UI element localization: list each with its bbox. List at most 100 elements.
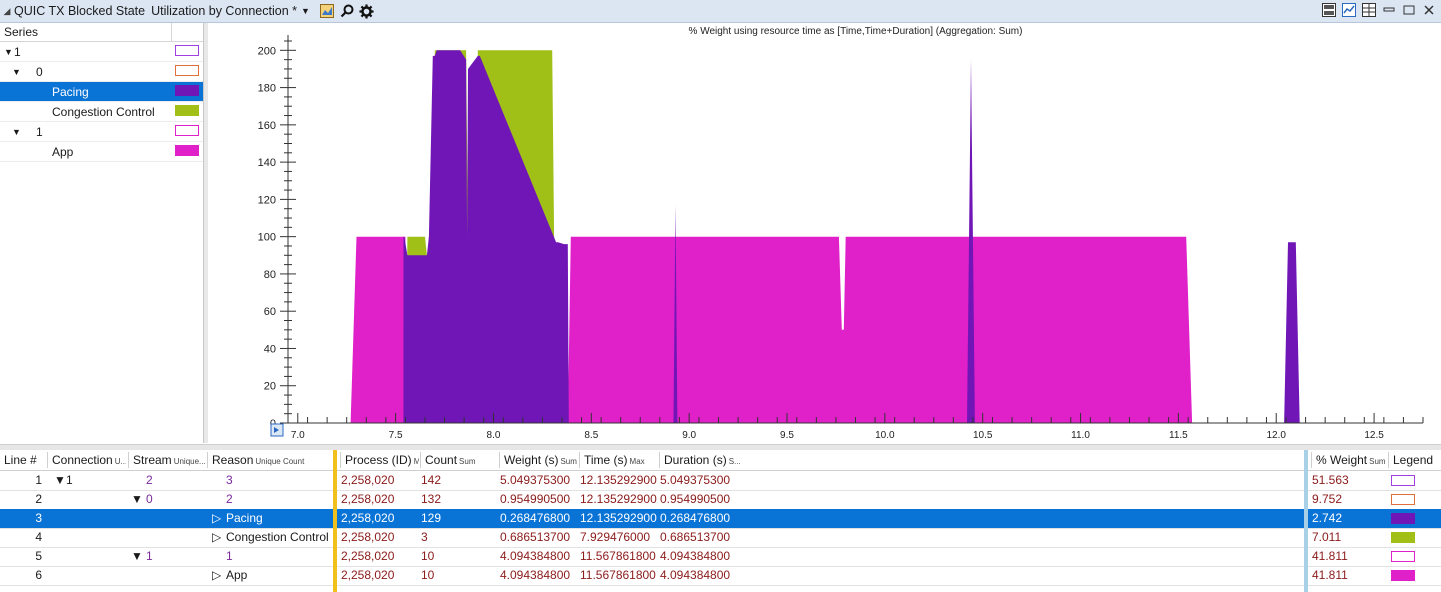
column-header[interactable]: Duration (s) S... (664, 450, 740, 470)
graph-view-icon[interactable] (1321, 2, 1337, 18)
count-cell: 129 (421, 511, 442, 525)
column-header-label: Process (ID) (345, 453, 412, 467)
column-header[interactable]: Weight (s) Sum (504, 450, 578, 470)
search-icon[interactable] (338, 2, 356, 20)
column-aggregation: Unique... (173, 457, 205, 466)
series-color-swatch[interactable] (175, 145, 199, 156)
legend-swatch[interactable] (1391, 532, 1415, 543)
expand-collapse-icon[interactable]: ▼ (12, 66, 21, 77)
column-divider[interactable] (579, 452, 580, 468)
series-color-swatch[interactable] (175, 85, 199, 96)
x-tick-label: 10.0 (875, 430, 895, 441)
table-row[interactable]: 5 ▼ 1 1 2,258,020 10 4.094384800 11.567861800 4.… (0, 547, 1441, 567)
minimize-icon[interactable] (1381, 2, 1397, 18)
expand-collapse-icon: ▷ (212, 530, 222, 544)
utilization-chart[interactable]: % Weight using resource time as [Time,Ti… (208, 23, 1441, 443)
column-header[interactable]: Time (s) Max (584, 450, 658, 470)
series-row[interactable]: ▼ 1 (0, 122, 203, 142)
reason-cell: Pacing (226, 511, 263, 525)
expand-collapse-icon: ▼ (131, 549, 143, 563)
percent-weight-cell: 2.742 (1312, 511, 1343, 525)
table-row[interactable]: 4 ▷ Congestion Control 2,258,020 3 0.68651370… (0, 528, 1441, 548)
x-tick-label: 7.0 (291, 430, 305, 441)
column-divider[interactable] (340, 452, 341, 468)
column-header-label: Legend (1393, 453, 1434, 467)
table-row[interactable]: 2 ▼ 0 2 2,258,020 132 0.954990500 12.135292900 0… (0, 490, 1441, 510)
series-splitter[interactable] (204, 23, 208, 443)
column-header[interactable]: Legend (1393, 450, 1439, 470)
series-row[interactable]: Pacing (0, 82, 203, 102)
line-number-cell: 2 (35, 492, 42, 506)
settings-icon[interactable] (358, 2, 376, 20)
legend-swatch[interactable] (1391, 513, 1415, 524)
series-color-swatch[interactable] (175, 45, 199, 56)
reason-cell: App (226, 568, 248, 582)
preset-selector[interactable]: Utilization by Connection * (151, 4, 297, 18)
series-row[interactable]: ▼ 0 (0, 62, 203, 82)
axis-toggle-button[interactable] (270, 423, 284, 437)
table-row[interactable]: 6 ▷ App 2,258,020 10 4.094384800 11.567861800 4… (0, 566, 1441, 586)
expand-collapse-icon[interactable]: ▼ (12, 126, 21, 137)
column-divider[interactable] (499, 452, 500, 468)
weight-cell: 0.268476800 (500, 511, 571, 525)
y-tick-label: 140 (258, 157, 276, 169)
series-color-swatch[interactable] (175, 125, 199, 136)
count-cell: 142 (421, 473, 442, 487)
series-color-swatch[interactable] (175, 65, 199, 76)
graphing-bar[interactable] (1304, 450, 1308, 592)
column-divider[interactable] (128, 452, 129, 468)
stream-cell (146, 566, 196, 585)
column-header[interactable]: Process (ID)M. (345, 450, 419, 470)
table-view-icon[interactable] (1361, 2, 1377, 18)
column-header[interactable]: Reason Unique Count (212, 450, 333, 470)
column-divider[interactable] (1311, 452, 1312, 468)
process-cell: 2,258,020 (341, 473, 395, 487)
grouping-bar[interactable] (333, 450, 337, 592)
expand-collapse-icon: ▷ (212, 511, 222, 525)
legend-swatch[interactable] (1391, 570, 1415, 581)
series-row[interactable]: Congestion Control (0, 102, 203, 122)
preset-dropdown-icon[interactable]: ▼ (301, 6, 310, 16)
column-divider[interactable] (420, 452, 421, 468)
legend-swatch[interactable] (1391, 475, 1415, 486)
expand-collapse-icon: ▷ (212, 568, 222, 582)
column-header[interactable]: % Weight Sum (1316, 450, 1388, 470)
column-divider[interactable] (47, 452, 48, 468)
column-divider[interactable] (659, 452, 660, 468)
time-cell: 11.567861800 (580, 549, 656, 563)
series-row[interactable]: App (0, 142, 203, 162)
column-header[interactable]: Count Sum (425, 450, 498, 470)
chart-type-icon[interactable] (318, 2, 336, 20)
restore-icon[interactable] (1401, 2, 1417, 18)
y-tick-label: 100 (258, 232, 276, 244)
connection-cell (66, 547, 116, 566)
x-tick-label: 12.5 (1364, 430, 1384, 441)
column-divider[interactable] (207, 452, 208, 468)
table-row[interactable]: 3 ▷ Pacing 2,258,020 129 0.268476800 12.135292… (0, 509, 1441, 529)
reason-cell: 2 (226, 492, 233, 506)
series-color-swatch[interactable] (175, 105, 199, 116)
line-view-icon[interactable] (1341, 2, 1357, 18)
graph-table-splitter[interactable] (0, 444, 1441, 450)
reason-cell: Congestion Control (226, 530, 329, 544)
collapse-graph-icon[interactable]: ◢ (3, 5, 11, 16)
series-label: Pacing (52, 84, 89, 99)
expand-collapse-icon[interactable]: ▼ (4, 46, 13, 57)
series-row[interactable]: ▼ 1 (0, 42, 203, 62)
x-tick-label: 8.5 (584, 430, 598, 441)
y-tick-label: 40 (264, 343, 276, 355)
close-icon[interactable] (1421, 2, 1437, 18)
weight-cell: 0.954990500 (500, 492, 571, 506)
column-header-label: % Weight (1316, 453, 1368, 467)
column-header[interactable]: Stream Unique... (133, 450, 205, 470)
table-row[interactable]: 1 ▼ 1 2 3 2,258,020 142 5.049375300 12.135292900… (0, 471, 1441, 491)
series-label: Congestion Control (52, 104, 155, 119)
column-header[interactable]: Connection U... (52, 450, 126, 470)
column-header[interactable]: Line # (4, 450, 44, 470)
connection-cell (66, 490, 116, 509)
time-cell: 12.135292900 (580, 473, 657, 487)
x-tick-label: 9.0 (682, 430, 696, 441)
legend-swatch[interactable] (1391, 494, 1415, 505)
legend-swatch[interactable] (1391, 551, 1415, 562)
column-divider[interactable] (1388, 452, 1389, 468)
